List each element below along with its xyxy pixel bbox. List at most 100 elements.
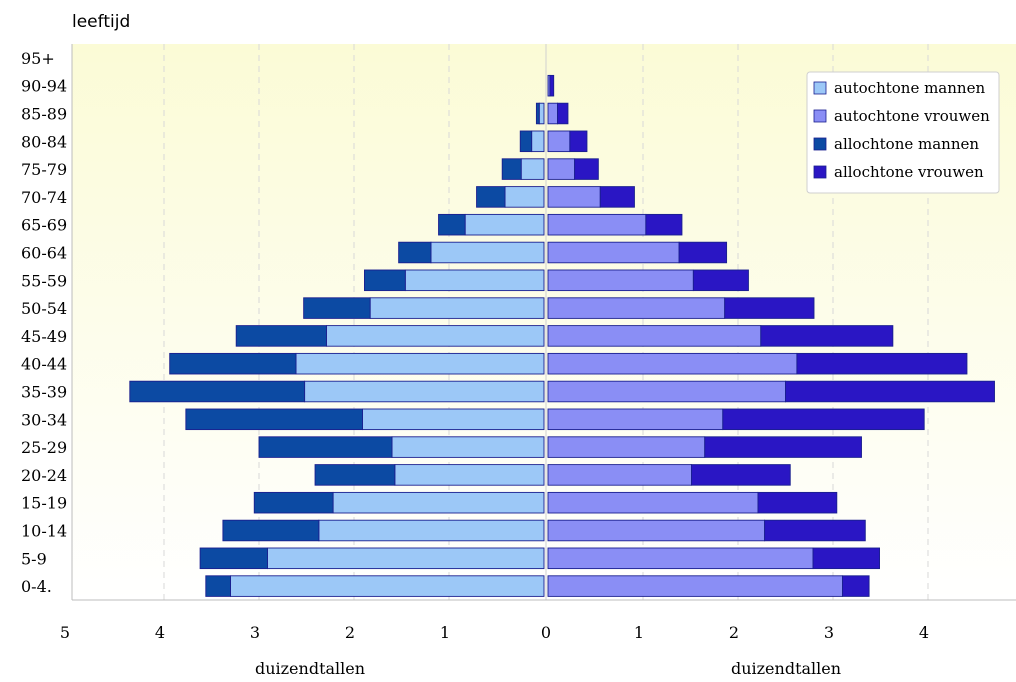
bar [574, 158, 599, 180]
x-tick-label: 5 [60, 623, 70, 642]
y-tick-label: 20-24 [21, 466, 67, 485]
bar [547, 575, 843, 597]
y-tick-labels: 95+ 90-94 85-89 80-84 75-79 70-74 65-69 60-64 55… [21, 49, 67, 596]
bar [364, 269, 406, 292]
bar [722, 408, 925, 431]
y-tick-label: 70-74 [21, 188, 67, 207]
legend-label: autochtone vrouwen [834, 107, 990, 125]
bar [538, 102, 545, 125]
bar [757, 491, 838, 514]
bar [267, 547, 545, 570]
y-tick-label: 45-49 [21, 327, 67, 346]
legend-swatch [813, 109, 827, 123]
y-tick-label: 65-69 [21, 216, 67, 235]
bar [760, 325, 894, 347]
y-tick-label: 95+ [21, 49, 55, 68]
y-tick-label: 10-14 [21, 522, 67, 541]
x-tick-label: 2 [729, 623, 739, 642]
y-tick-label: 60-64 [21, 244, 67, 263]
x-tick-label: 0 [541, 623, 551, 642]
x-axis-label-right: duizendtallen [731, 659, 841, 677]
bar [501, 158, 522, 180]
y-tick-label: 0-4. [21, 577, 52, 596]
bar [258, 436, 393, 458]
bar [464, 213, 545, 236]
bar [547, 186, 601, 208]
y-tick-label: 75-79 [21, 160, 67, 179]
bar [785, 380, 995, 403]
legend-label: allochtone mannen [834, 135, 979, 153]
x-tick-label: 3 [250, 623, 260, 642]
bar [391, 436, 545, 458]
bar [547, 130, 571, 153]
x-tick-label: 4 [155, 623, 165, 642]
bar [547, 158, 576, 180]
bar [724, 297, 815, 319]
y-tick-label: 30-34 [21, 410, 67, 429]
bar [304, 380, 545, 403]
legend-box [806, 71, 1000, 194]
bar [362, 408, 545, 431]
bar [599, 186, 635, 208]
bar [394, 464, 545, 486]
bar [504, 186, 545, 208]
bar [549, 74, 555, 97]
x-tick-label: 4 [919, 623, 929, 642]
bar [547, 325, 762, 347]
bar [326, 325, 545, 347]
bar [547, 436, 706, 458]
bar [438, 213, 466, 236]
bar [222, 519, 320, 542]
y-tick-label: 85-89 [21, 105, 67, 124]
bar [519, 130, 533, 153]
bar [547, 547, 814, 570]
bar [569, 130, 588, 153]
bar [230, 575, 545, 597]
bar [547, 519, 766, 542]
y-tick-label: 40-44 [21, 355, 67, 374]
y-tick-label: 55-59 [21, 271, 67, 290]
bar [796, 352, 968, 375]
bar [547, 213, 647, 236]
bar [129, 380, 306, 403]
bar [557, 102, 569, 125]
legend-swatch [813, 81, 827, 95]
x-tick-label: 1 [634, 623, 644, 642]
legend-swatch [813, 165, 827, 179]
bar [678, 241, 728, 264]
bar [430, 241, 545, 264]
bar [318, 519, 545, 542]
bar [185, 408, 364, 431]
bar [812, 547, 880, 570]
bar [199, 547, 269, 570]
bar [332, 491, 545, 514]
x-tick-label: 1 [440, 623, 450, 642]
bar [476, 186, 506, 208]
y-tick-label: 15-19 [21, 494, 67, 513]
bar [547, 464, 692, 486]
bars [129, 74, 995, 597]
bar [535, 102, 540, 125]
bar [547, 297, 726, 319]
bar [404, 269, 545, 292]
x-axis-label-left: duizendtallen [255, 659, 365, 677]
bar [645, 213, 683, 236]
bar [303, 297, 371, 319]
bar [169, 352, 297, 375]
y-axis-title: leeftijd [72, 12, 130, 32]
bar [520, 158, 545, 180]
bar [547, 102, 558, 125]
bar [295, 352, 545, 375]
bar [253, 491, 334, 514]
bar [842, 575, 870, 597]
bar [764, 519, 866, 542]
bar [531, 130, 545, 153]
x-tick-label: 2 [345, 623, 355, 642]
y-tick-label: 5-9 [21, 549, 47, 568]
bar [692, 269, 749, 292]
y-tick-label: 90-94 [21, 77, 67, 96]
bar [369, 297, 545, 319]
legend-swatch [813, 137, 827, 151]
